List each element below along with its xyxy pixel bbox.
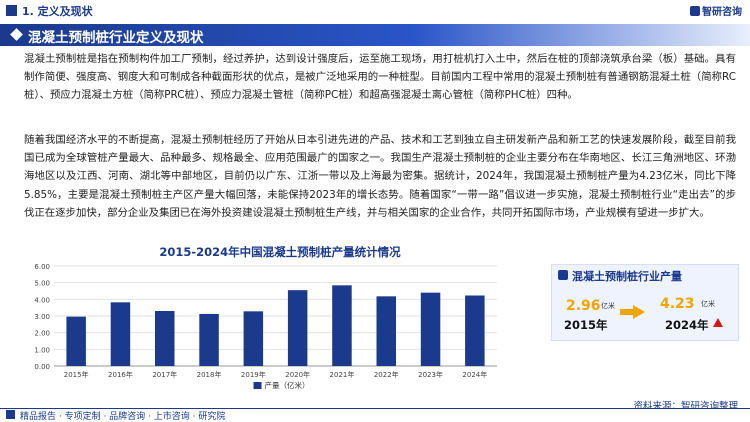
x-tick-label: 2019年 [241, 370, 266, 379]
top-bar: 1. 定义及现状 智研咨询 [0, 0, 750, 22]
x-tick-label: 2016年 [108, 370, 133, 379]
card-title: 混凝土预制桩行业产量 [572, 270, 682, 283]
end-value: 4.23 [660, 296, 695, 312]
x-tick-label: 2022年 [374, 370, 399, 379]
section-title-band: 混凝土预制桩行业定义及现状 [0, 24, 750, 46]
bar [420, 292, 441, 366]
x-tick-label: 2015年 [64, 370, 89, 379]
bar [66, 316, 86, 366]
arrow-stem [620, 309, 634, 315]
footer-services: 精品报告 · 专项定制 · 品牌咨询 · 上市咨询 · 研究院 [20, 412, 226, 422]
definition-paragraph: 混凝土预制桩是指在预制构件加工厂预制，经过养护，达到设计强度后，运至施工现场，用… [24, 53, 736, 102]
logo-text: 智研咨询 [702, 7, 742, 18]
data-source: 资料来源：智研咨询整理 [633, 401, 738, 412]
end-unit: 亿米 [701, 300, 715, 308]
bar [287, 290, 308, 366]
legend-label: 产量（亿米） [265, 380, 310, 390]
bar [376, 296, 396, 366]
y-tick-label: 5.00 [34, 280, 50, 288]
up-trend-icon [713, 318, 723, 327]
end-year: 2024年 [665, 318, 709, 332]
bar [332, 285, 352, 366]
bar [243, 311, 264, 366]
start-year: 2015年 [564, 318, 608, 332]
card-icon [558, 270, 568, 280]
page-title: 混凝土预制桩行业定义及现状 [28, 30, 204, 46]
bar [199, 314, 219, 366]
footer-divider [0, 408, 750, 409]
section-marker-icon [6, 5, 17, 16]
start-value: 2.96 [566, 298, 601, 314]
diamond-icon [10, 28, 23, 41]
chart-title: 2015-2024年中国混凝土预制桩产量统计情况 [159, 245, 401, 259]
production-bar-chart: 0.00 1.00 2.00 3.00 4.00 5.00 6.00 2015年 2016年 20… [34, 263, 497, 390]
bar [110, 302, 131, 366]
x-tick-label: 2021年 [330, 370, 355, 379]
x-tick-label: 2017年 [152, 370, 177, 379]
bar [465, 295, 485, 366]
status-paragraph: 随着我国经济水平的不断提高，混凝土预制桩经历了开始从日本引进先进的产品、技术和工… [24, 134, 736, 219]
y-tick-label: 4.00 [34, 296, 50, 304]
x-tick-label: 2018年 [197, 370, 222, 379]
x-tick-label: 2020年 [285, 370, 310, 379]
footer-bar: 精品报告 · 专项定制 · 品牌咨询 · 上市咨询 · 研究院 [0, 408, 750, 422]
x-tick-label: 2024年 [462, 370, 487, 379]
arrow-right-icon [633, 305, 645, 319]
start-unit: 亿米 [601, 302, 615, 310]
y-tick-label: 6.00 [34, 263, 50, 271]
y-tick-label: 3.00 [34, 313, 50, 321]
production-summary-card: 混凝土预制桩行业产量 2.96 亿米 2015年 4.23 亿米 2024年 [551, 264, 739, 341]
brand-logo: 智研咨询 [690, 3, 742, 18]
y-tick-label: 1.00 [34, 346, 50, 354]
logo-icon [690, 6, 700, 16]
bar [155, 311, 175, 366]
y-tick-label: 2.00 [34, 330, 50, 338]
x-tick-label: 2023年 [418, 370, 443, 379]
breadcrumb: 1. 定义及现状 [22, 5, 93, 18]
y-tick-label: 0.00 [34, 363, 50, 371]
footer-marker-icon [6, 410, 15, 419]
legend-swatch [253, 382, 262, 389]
